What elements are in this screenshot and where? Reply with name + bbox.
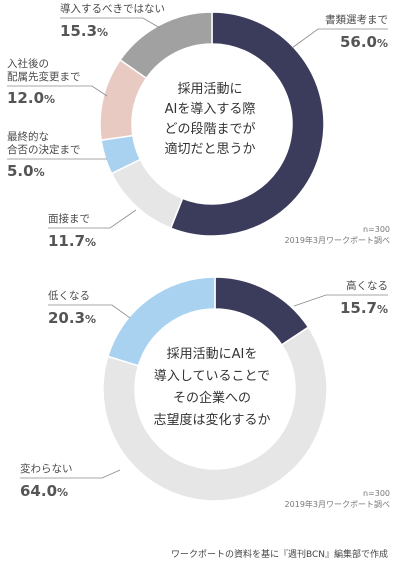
note-date: 2019年3月ワークポート調べ	[285, 235, 390, 245]
leader-line	[293, 294, 388, 307]
donut-slices	[99, 11, 325, 237]
slice-label-goui: 最終的な 合否の決定まで 5.0%	[7, 130, 107, 180]
slice-label-hikuku: 低くなる 20.3%	[48, 289, 131, 327]
center-question: 採用活動に AIを導入する際 どの段階までが 適切だと思うか	[164, 82, 255, 157]
source-credit: ワークポートの資料を基に『週刊BCN』編集部で作成	[171, 548, 388, 560]
center-line-2: AIを導入する際	[165, 102, 256, 117]
center-line-1: 採用活動に	[177, 82, 242, 97]
slice-label-dounyu: 導入するべきではない 15.3%	[60, 2, 165, 40]
slice-label-text: 高くなる	[346, 279, 388, 292]
slice-label-mensetsu: 面接まで 11.7%	[48, 209, 137, 250]
survey-note: n=300 2019年3月ワークポート調べ	[285, 225, 390, 245]
slice-value: 15.3%	[60, 22, 108, 40]
slice-label-haizoku: 入社後の 配属先変更まで 12.0%	[7, 57, 108, 107]
donut-chart-ai-stage: 採用活動に AIを導入する際 どの段階までが 適切だと思うか 書類選考まで 56…	[7, 2, 390, 250]
slice-value: 5.0%	[7, 162, 45, 180]
center-line-3: その企業への	[173, 390, 251, 406]
center-line-4: 志望度は変化するか	[153, 412, 270, 428]
center-line-3: どの段階までが	[164, 122, 255, 137]
slice-label-shorui: 書類選考まで 56.0%	[291, 13, 388, 51]
slice-value: 15.7%	[340, 299, 388, 317]
donut-slice-0	[169, 11, 325, 237]
donut-slices	[102, 276, 328, 502]
slice-label-text: 導入するべきではない	[60, 2, 165, 15]
survey-note: n=300 2019年3月ワークポート調べ	[285, 489, 390, 509]
center-line-4: 適切だと思うか	[164, 141, 255, 157]
donut-slice-2	[106, 276, 216, 367]
slice-label-text-2: 合否の決定まで	[7, 143, 81, 156]
slice-value: 64.0%	[20, 482, 68, 500]
note-sample: n=300	[363, 225, 390, 234]
slice-label-takaku: 高くなる 15.7%	[293, 279, 388, 317]
leader-line	[291, 28, 388, 49]
donut-slice-1	[102, 326, 328, 502]
center-question: 採用活動にAIを 導入していることで その企業への 志望度は変化するか	[153, 347, 270, 428]
leader-line	[48, 304, 131, 319]
donut-chart-preference-change: 採用活動にAIを 導入していることで その企業への 志望度は変化するか 高くなる…	[20, 276, 390, 509]
slice-value: 20.3%	[48, 309, 96, 327]
center-line-1: 採用活動にAIを	[167, 347, 258, 362]
leader-line	[20, 469, 121, 479]
donut-slice-0	[214, 276, 310, 346]
donut-slice-4	[119, 11, 213, 80]
leader-line	[7, 85, 108, 97]
slice-label-text: 低くなる	[48, 289, 90, 302]
slice-label-text-2: 配属先変更まで	[7, 70, 81, 83]
slice-label-text-1: 最終的な	[7, 130, 49, 143]
center-line-2: 導入していることで	[154, 369, 270, 384]
slice-label-kawaranai: 変わらない 64.0%	[20, 462, 121, 500]
slice-label-text-1: 入社後の	[7, 57, 49, 70]
leader-line	[48, 209, 137, 229]
leader-line	[60, 17, 161, 29]
slice-label-text: 面接まで	[48, 212, 90, 225]
note-date: 2019年3月ワークポート調べ	[285, 499, 390, 509]
note-sample: n=300	[363, 489, 390, 498]
slice-value: 56.0%	[340, 33, 388, 51]
slice-label-text: 変わらない	[20, 462, 73, 475]
slice-label-text: 書類選考まで	[325, 13, 388, 26]
slice-value: 12.0%	[7, 89, 55, 107]
donut-slice-1	[110, 158, 184, 230]
slice-value: 11.7%	[48, 232, 96, 250]
